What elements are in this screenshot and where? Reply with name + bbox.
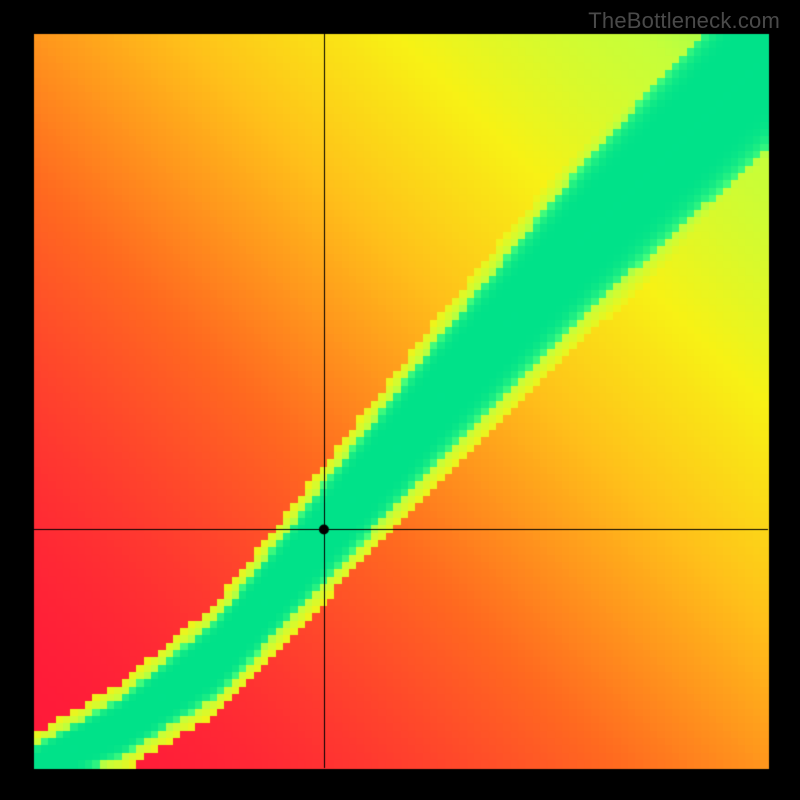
watermark-label: TheBottleneck.com xyxy=(588,8,780,34)
bottleneck-heatmap xyxy=(0,0,800,800)
